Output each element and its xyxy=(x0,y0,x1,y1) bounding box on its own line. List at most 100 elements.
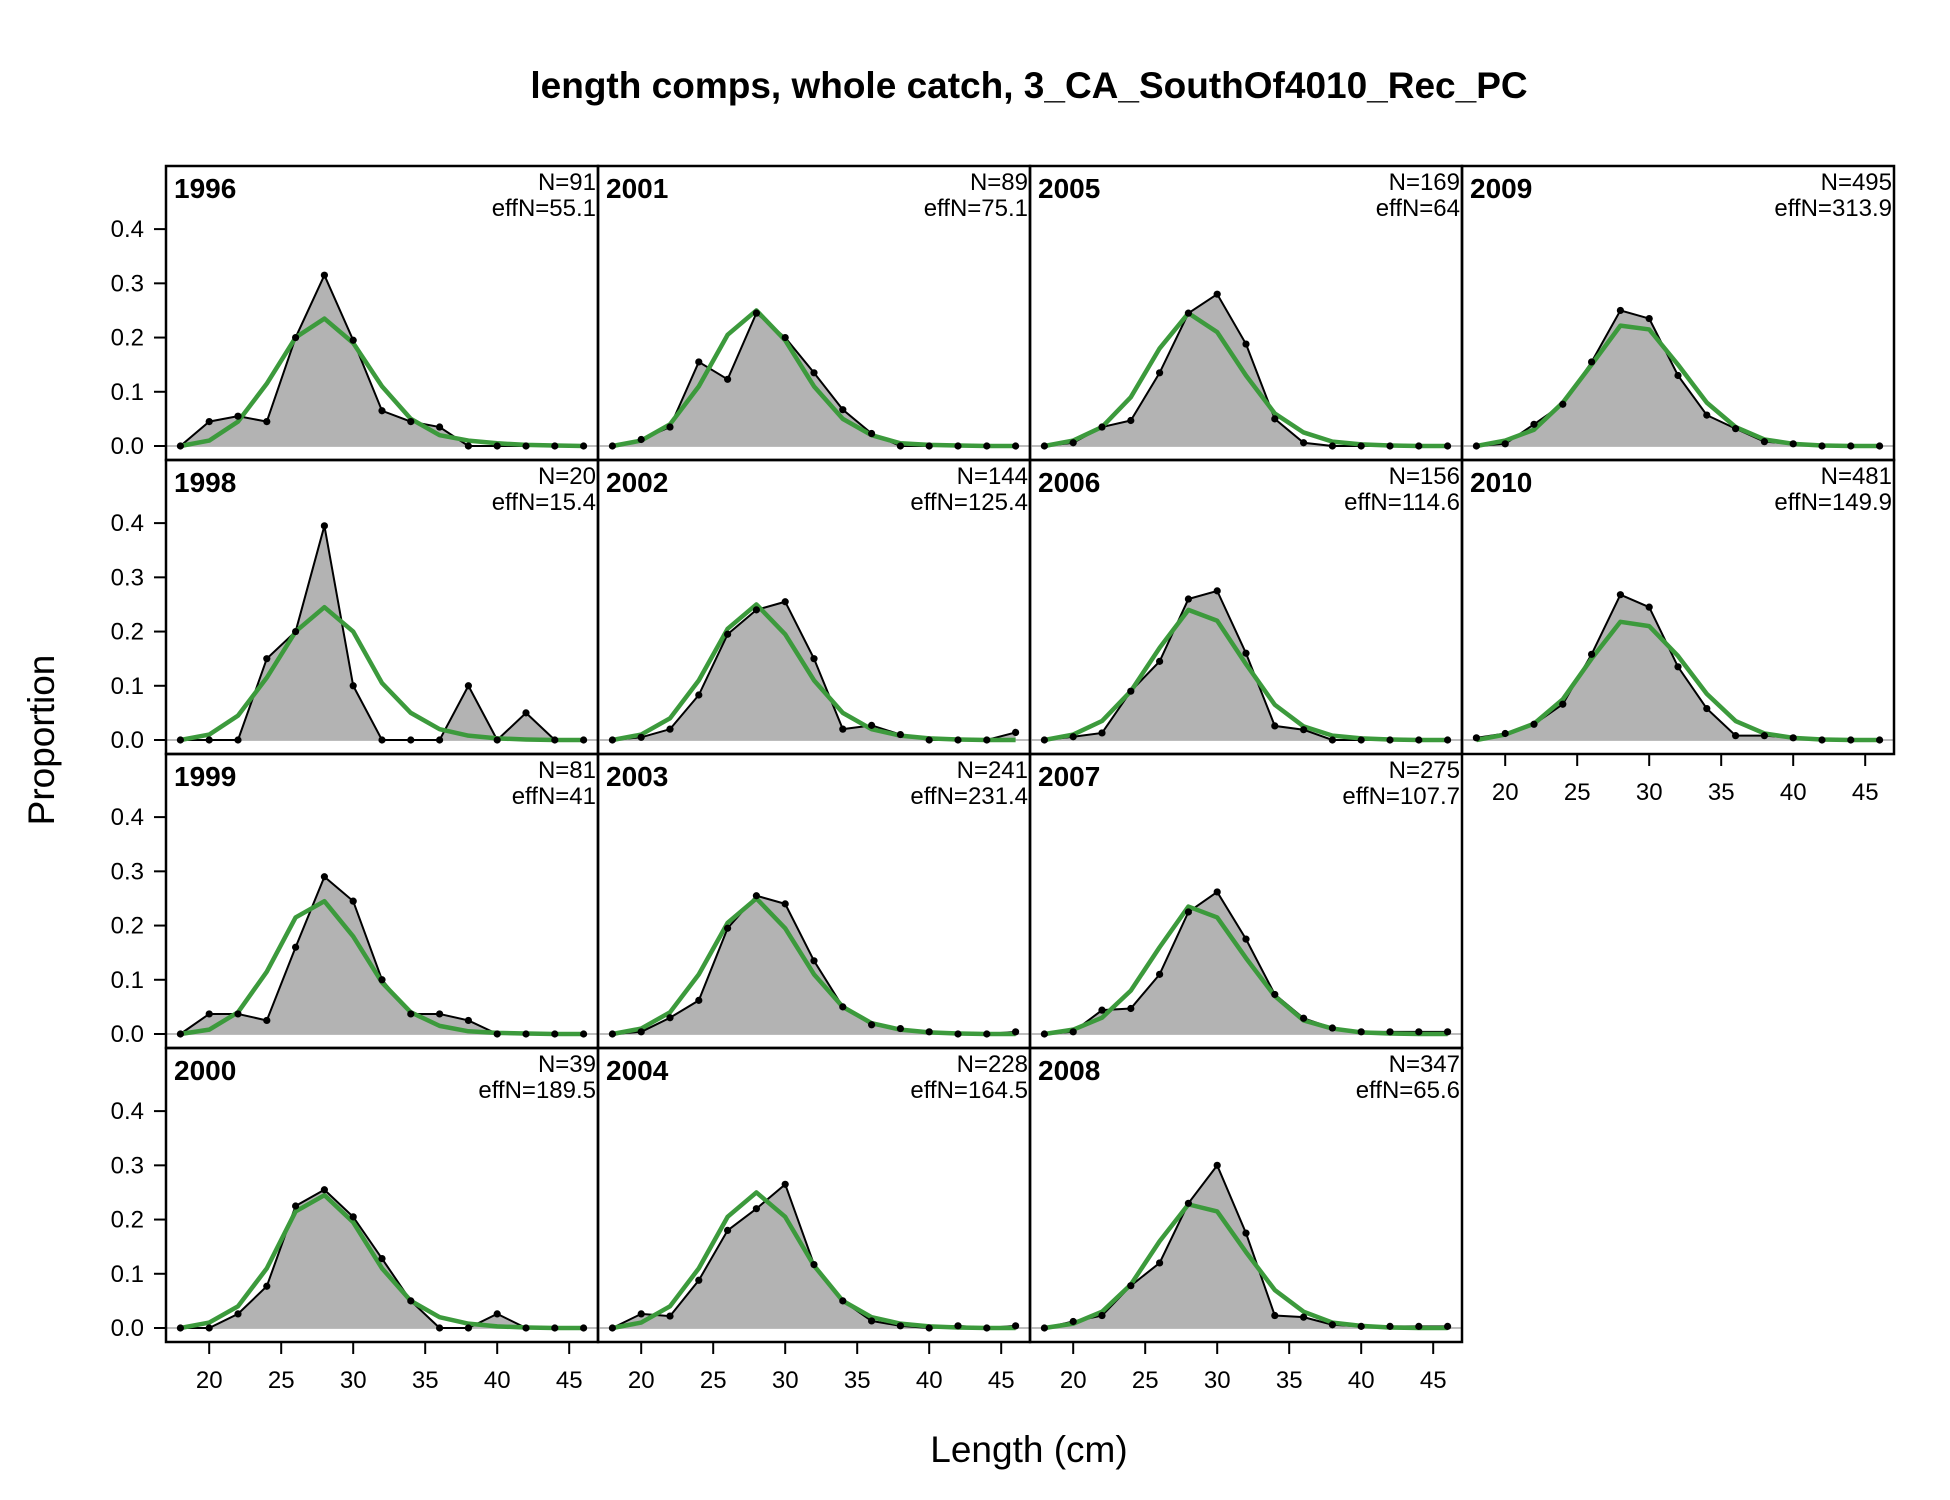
observed-point xyxy=(320,271,328,279)
x-tick-label: 30 xyxy=(340,1367,367,1394)
observed-point xyxy=(263,418,271,426)
panel-effn-label: effN=65.6 xyxy=(1356,1077,1460,1104)
observed-point xyxy=(234,1010,242,1018)
panel-n-label: N=144 xyxy=(957,463,1028,490)
x-tick-label: 20 xyxy=(1060,1367,1087,1394)
observed-area xyxy=(1044,294,1448,446)
y-tick-label: 0.0 xyxy=(111,1021,144,1048)
observed-point xyxy=(637,435,645,444)
observed-point xyxy=(1040,1324,1048,1332)
observed-point xyxy=(695,996,703,1004)
y-tick-label: 0.2 xyxy=(111,1207,144,1234)
expected-line xyxy=(179,316,584,449)
observed-point xyxy=(1328,1321,1336,1329)
observed-point xyxy=(522,709,530,717)
observed-point xyxy=(1098,1006,1106,1014)
observed-point xyxy=(1012,728,1020,737)
observed-point xyxy=(637,1310,645,1318)
observed-point xyxy=(983,1030,991,1038)
observed-point xyxy=(608,1324,617,1332)
y-tick-label: 0.3 xyxy=(111,564,144,591)
panel-effn-label: effN=149.9 xyxy=(1774,489,1892,516)
observed-point xyxy=(1127,1282,1135,1290)
expected-line xyxy=(1044,904,1448,1037)
observed-point xyxy=(724,1226,732,1234)
observed-area xyxy=(612,601,1016,740)
observed-point xyxy=(1530,420,1538,428)
expected-line xyxy=(611,308,1016,449)
observed-area xyxy=(180,275,584,446)
panel-n-label: N=156 xyxy=(1389,463,1460,490)
observed-point xyxy=(493,442,501,450)
panel-year-label: 2008 xyxy=(1038,1055,1100,1086)
observed-point xyxy=(522,442,530,450)
x-tick-label: 40 xyxy=(1780,779,1807,806)
observed-point xyxy=(810,369,818,377)
observed-point xyxy=(176,442,184,450)
observed-point xyxy=(695,358,703,366)
x-tick-label: 45 xyxy=(556,1367,583,1394)
observed-point xyxy=(464,682,472,690)
observed-point xyxy=(1328,736,1336,744)
observed-point xyxy=(1328,442,1336,450)
panel-year-label: 2003 xyxy=(606,761,668,792)
x-tick-label: 30 xyxy=(772,1367,799,1394)
observed-point xyxy=(1012,1322,1020,1330)
observed-point xyxy=(551,1324,559,1332)
x-tick-label: 40 xyxy=(1348,1367,1375,1394)
expected-line xyxy=(179,604,584,743)
y-tick-label: 0.0 xyxy=(111,727,144,754)
panel-effn-label: effN=55.1 xyxy=(492,195,596,222)
observed-point xyxy=(1213,888,1221,896)
observed-point xyxy=(1444,442,1452,450)
observed-point xyxy=(1357,442,1365,450)
y-tick-label: 0.4 xyxy=(111,1098,144,1125)
panel-year-label: 2005 xyxy=(1038,173,1100,204)
observed-point xyxy=(896,1322,905,1330)
observed-point xyxy=(1674,371,1682,380)
observed-point xyxy=(1588,650,1596,658)
observed-point xyxy=(954,1322,962,1330)
panel-effn-label: effN=64 xyxy=(1376,195,1460,222)
observed-point xyxy=(983,442,991,450)
observed-point xyxy=(1184,595,1192,603)
expected-line xyxy=(179,1192,584,1331)
observed-point xyxy=(320,1186,328,1194)
panel-effn-label: effN=189.5 xyxy=(478,1077,596,1104)
observed-point xyxy=(781,900,789,908)
observed-point xyxy=(839,1003,847,1011)
observed-point xyxy=(1760,438,1768,446)
observed-point xyxy=(925,1028,933,1036)
observed-point xyxy=(925,736,933,744)
y-tick-label: 0.0 xyxy=(111,433,144,460)
observed-point xyxy=(378,736,386,744)
x-tick-label: 20 xyxy=(1492,779,1519,806)
observed-point xyxy=(1472,734,1480,742)
observed-area xyxy=(1044,1165,1448,1328)
observed-point xyxy=(637,733,645,741)
observed-point xyxy=(522,1324,530,1332)
observed-point xyxy=(1156,970,1164,978)
panel-effn-label: effN=125.4 xyxy=(910,489,1028,516)
observed-point xyxy=(1732,732,1740,740)
observed-point xyxy=(954,1030,962,1038)
observed-point xyxy=(695,1276,703,1284)
x-tick-label: 25 xyxy=(1132,1367,1159,1394)
observed-point xyxy=(896,1024,905,1033)
panel-n-label: N=228 xyxy=(957,1051,1028,1078)
observed-point xyxy=(436,423,444,431)
observed-point xyxy=(1127,1004,1135,1013)
panel-effn-label: effN=75.1 xyxy=(924,195,1028,222)
panel-n-label: N=39 xyxy=(538,1051,596,1078)
observed-point xyxy=(1386,1028,1394,1036)
panel-frame xyxy=(1028,1046,1464,1344)
observed-point xyxy=(1645,603,1653,611)
y-tick-label: 0.4 xyxy=(111,216,144,243)
observed-point xyxy=(1645,314,1653,323)
